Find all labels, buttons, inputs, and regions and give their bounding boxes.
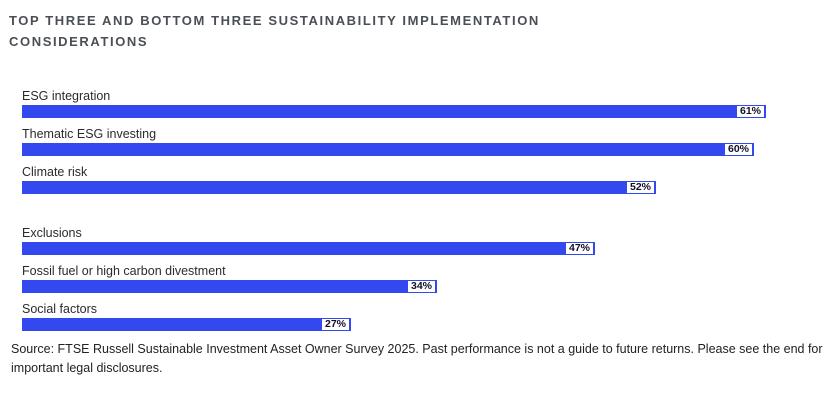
bar-value-label: 60% xyxy=(724,144,752,155)
bar: 60% xyxy=(22,143,754,156)
bar-row: Exclusions 47% xyxy=(22,226,828,255)
bar-row: ESG integration 61% xyxy=(22,89,828,118)
bar-track: 60% xyxy=(22,143,806,156)
bar-row: Climate risk 52% xyxy=(22,165,828,194)
page: TOP THREE AND BOTTOM THREE SUSTAINABILIT… xyxy=(0,10,828,409)
bar-track: 47% xyxy=(22,242,806,255)
bar-track: 34% xyxy=(22,280,806,293)
chart-title: TOP THREE AND BOTTOM THREE SUSTAINABILIT… xyxy=(9,13,540,49)
bar-value-label: 34% xyxy=(407,281,435,292)
bar-value-label: 47% xyxy=(565,243,593,254)
bar-label: Thematic ESG investing xyxy=(22,127,157,141)
bar: 47% xyxy=(22,242,595,255)
bar-label: Social factors xyxy=(22,302,98,316)
bar-row: Thematic ESG investing 60% xyxy=(22,127,828,156)
bar-value-label: 61% xyxy=(736,106,764,117)
bar-label: ESG integration xyxy=(22,89,111,103)
bar-value-label: 52% xyxy=(626,182,654,193)
bar-label: Fossil fuel or high carbon divestment xyxy=(22,264,226,278)
bar: 27% xyxy=(22,318,351,331)
bar-value-label: 27% xyxy=(321,319,349,330)
bar-row: Social factors 27% xyxy=(22,302,828,331)
bar-track: 52% xyxy=(22,181,806,194)
bar-row: Fossil fuel or high carbon divestment 34% xyxy=(22,264,828,293)
bar-label: Climate risk xyxy=(22,165,88,179)
bar: 61% xyxy=(22,105,766,118)
bar: 52% xyxy=(22,181,656,194)
bar: 34% xyxy=(22,280,437,293)
source-note: Source: FTSE Russell Sustainable Investm… xyxy=(11,342,823,375)
bar-track: 27% xyxy=(22,318,806,331)
bar-chart: ESG integration 61% Thematic ESG investing… xyxy=(22,89,828,331)
bar-track: 61% xyxy=(22,105,806,118)
bar-label: Exclusions xyxy=(22,226,82,240)
